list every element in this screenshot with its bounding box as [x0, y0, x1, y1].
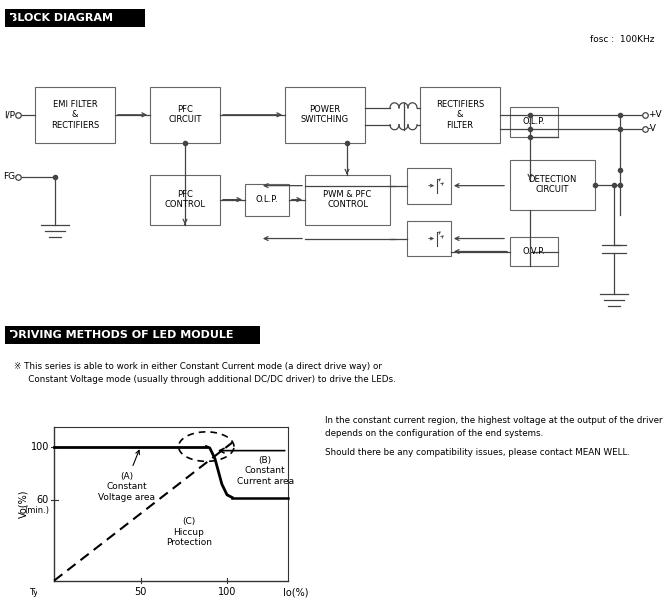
Bar	[407, 168, 451, 204]
Text: BLOCK DIAGRAM: BLOCK DIAGRAM	[9, 13, 113, 23]
Bar	[5, 15, 13, 23]
Text: Vo(%): Vo(%)	[18, 490, 28, 518]
Bar	[285, 87, 365, 143]
Bar	[150, 87, 220, 143]
Text: O.V.P.: O.V.P.	[523, 247, 545, 256]
Text: EMI FILTER
&
RECTIFIERS: EMI FILTER & RECTIFIERS	[51, 100, 99, 130]
Bar	[420, 87, 500, 143]
Text: 100: 100	[31, 442, 49, 452]
Text: PFC
CIRCUIT: PFC CIRCUIT	[168, 105, 202, 124]
Text: O.L.P.: O.L.P.	[256, 195, 278, 204]
Bar	[510, 106, 558, 136]
Text: In the constant current region, the highest voltage at the output of the driver: In the constant current region, the high…	[325, 416, 663, 425]
Bar	[510, 160, 595, 209]
Text: Typical output current normalized by rated current (%): Typical output current normalized by rat…	[29, 588, 267, 597]
Bar	[510, 236, 558, 266]
Text: ※ This series is able to work in either Constant Current mode (a direct drive wa: ※ This series is able to work in either …	[14, 362, 382, 371]
Text: DETECTION
CIRCUIT: DETECTION CIRCUIT	[529, 175, 577, 195]
Text: 50: 50	[135, 588, 147, 597]
Text: +V: +V	[648, 110, 662, 119]
Text: (C)
Hiccup
Protection: (C) Hiccup Protection	[166, 518, 212, 547]
Text: PWM & PFC
CONTROL: PWM & PFC CONTROL	[324, 190, 372, 209]
Text: DRIVING METHODS OF LED MODULE: DRIVING METHODS OF LED MODULE	[9, 330, 234, 340]
Text: I/P: I/P	[4, 110, 15, 119]
Text: (min.): (min.)	[24, 507, 49, 515]
Bar	[150, 174, 220, 225]
Text: POWER
SWITCHING: POWER SWITCHING	[301, 105, 349, 124]
Text: Io(%): Io(%)	[283, 588, 309, 597]
Bar	[5, 9, 145, 27]
Text: -V: -V	[648, 124, 657, 133]
Text: Constant Voltage mode (usually through additional DC/DC driver) to drive the LED: Constant Voltage mode (usually through a…	[20, 375, 396, 384]
Bar	[5, 332, 13, 340]
Bar	[305, 174, 390, 225]
Bar	[245, 184, 289, 215]
Text: O.L.P.: O.L.P.	[523, 118, 545, 126]
Bar	[5, 326, 260, 344]
Text: RECTIFIERS
&
FILTER: RECTIFIERS & FILTER	[436, 100, 484, 130]
Text: depends on the configuration of the end systems.: depends on the configuration of the end …	[325, 429, 543, 438]
Text: FG: FG	[3, 172, 15, 181]
Text: fosc :  100KHz: fosc : 100KHz	[590, 35, 655, 44]
Text: PFC
CONTROL: PFC CONTROL	[165, 190, 206, 209]
Text: Should there be any compatibility issues, please contact MEAN WELL.: Should there be any compatibility issues…	[325, 448, 630, 457]
Bar	[407, 220, 451, 256]
Text: (A)
Constant
Voltage area: (A) Constant Voltage area	[98, 472, 155, 502]
Text: 60: 60	[37, 495, 49, 506]
Bar	[35, 87, 115, 143]
Text: 100: 100	[218, 588, 237, 597]
Text: (B)
Constant
Current area: (B) Constant Current area	[237, 456, 293, 486]
